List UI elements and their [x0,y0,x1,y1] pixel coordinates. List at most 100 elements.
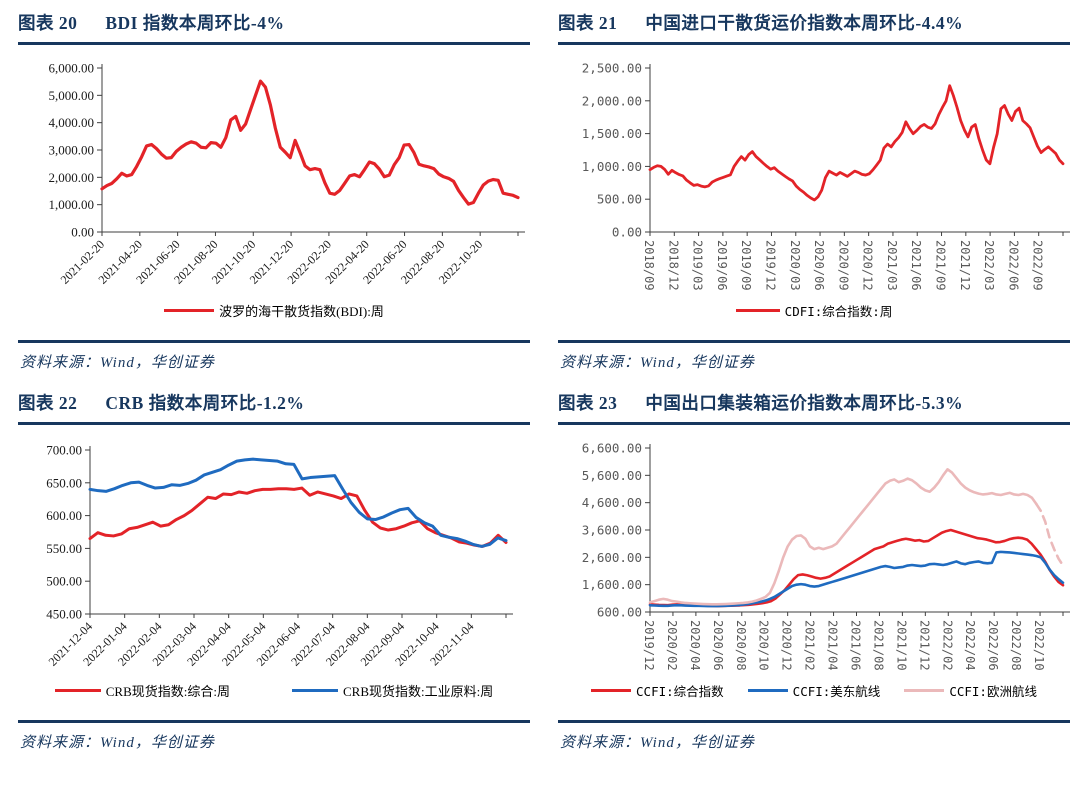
svg-text:2021/09: 2021/09 [934,240,948,291]
legend-label: CRB现货指数:综合:周 [105,683,230,699]
svg-text:2,000.00: 2,000.00 [582,93,642,108]
legend-line-swatch [904,688,945,692]
title-divider [18,422,530,425]
title-divider [558,422,1070,425]
svg-text:2022/09: 2022/09 [1031,240,1045,291]
legend-item: CRB现货指数:综合:周 [54,681,230,700]
svg-text:2022/03: 2022/03 [982,240,996,291]
bottom-divider [558,720,1070,723]
legend-label: CCFI:欧洲航线 [949,683,1037,699]
svg-text:0.00: 0.00 [612,225,642,240]
svg-text:2020/06: 2020/06 [711,620,725,671]
svg-text:3,000.00: 3,000.00 [49,143,95,158]
svg-text:2021/03: 2021/03 [885,240,899,291]
figure-title-text: 中国进口干散货运价指数本周环比-4.4% [645,13,964,33]
svg-text:2021/06: 2021/06 [849,620,863,671]
figure-label: 图表 22 [18,393,78,413]
svg-text:2020/09: 2020/09 [836,240,850,291]
svg-text:2020/04: 2020/04 [688,620,702,671]
svg-text:5,000.00: 5,000.00 [49,88,95,103]
svg-text:1,000.00: 1,000.00 [582,159,642,174]
svg-text:600.00: 600.00 [597,605,642,620]
svg-text:2019/03: 2019/03 [691,240,705,291]
svg-text:2018/09: 2018/09 [642,240,656,291]
svg-text:1,500.00: 1,500.00 [582,126,642,141]
ccfi-line-chart: 6,600.00 5,600.00 4,600.00 3,600.00 2,600.00… [582,441,1070,671]
figure-title: 图表 22 CRB 指数本周环比-1.2% [18,390,530,415]
svg-text:500.00: 500.00 [597,192,642,207]
svg-text:2020/03: 2020/03 [788,240,802,291]
svg-text:1,000.00: 1,000.00 [49,197,95,212]
svg-text:2018/12: 2018/12 [666,240,680,291]
svg-text:700.00: 700.00 [46,443,82,458]
cdfi-chart-legend: CDFI:综合指数:周 [558,300,1070,320]
svg-text:2022/06: 2022/06 [986,620,1000,671]
figure-panel-ccfi: 图表 23 中国出口集装箱运价指数本周环比-5.3% 6,600.00 5,600… [558,384,1070,752]
crb-line-chart: 700.00650.00600.00550.00500.00450.002021… [46,443,513,669]
source-note: 资料来源：Wind，华创证券 [560,735,755,751]
figure-title-text: 中国出口集装箱运价指数本周环比-5.3% [645,393,964,413]
legend-line-swatch [54,688,101,692]
svg-text:5,600.00: 5,600.00 [582,468,642,483]
svg-text:3,600.00: 3,600.00 [582,523,642,538]
legend-line-swatch [591,688,632,692]
legend-item: CDFI:综合指数:周 [735,301,893,320]
legend-item: CCFI:美东航线 [747,681,881,700]
bdi-line-chart: 6,000.00 5,000.00 4,000.00 3,000.00 2,000.00… [49,61,525,287]
figure-title-text: BDI 指数本周环比-4% [105,13,285,33]
legend-line-swatch [735,308,780,312]
bottom-divider [18,340,530,343]
legend-line-swatch [164,308,215,312]
legend-label: CCFI:综合指数 [636,683,724,699]
source-note: 资料来源：Wind，华创证券 [560,355,755,371]
svg-text:650.00: 650.00 [46,475,82,490]
svg-text:6,000.00: 6,000.00 [49,61,95,76]
svg-text:600.00: 600.00 [46,508,82,523]
svg-text:4,600.00: 4,600.00 [582,495,642,510]
svg-text:2021/06: 2021/06 [909,240,923,291]
crb-chart-legend: CRB现货指数:综合:周 CRB现货指数:工业原料:周 [18,680,530,700]
svg-text:4,000.00: 4,000.00 [49,115,95,130]
svg-text:2,500.00: 2,500.00 [582,61,642,76]
svg-text:2022/06: 2022/06 [1006,240,1020,291]
title-divider [18,42,530,45]
svg-text:0.00: 0.00 [71,225,94,240]
figure-label: 图表 23 [558,393,618,413]
svg-text:2021/04: 2021/04 [826,620,840,671]
svg-text:2020/08: 2020/08 [734,620,748,671]
legend-item: 波罗的海干散货指数(BDI):周 [164,301,384,320]
svg-text:2020/12: 2020/12 [861,240,875,291]
svg-text:500.00: 500.00 [46,574,82,589]
svg-text:2020/10: 2020/10 [757,620,771,671]
legend-line-swatch [292,688,338,692]
legend-item: CCFI:综合指数 [591,681,724,700]
svg-text:2021/02: 2021/02 [803,620,817,671]
svg-text:2,600.00: 2,600.00 [582,550,642,565]
figure-label: 图表 20 [18,13,78,33]
svg-text:2022/10: 2022/10 [1032,620,1046,671]
figure-panel-cdfi: 图表 21 中国进口干散货运价指数本周环比-4.4% 2,500.00 2,000… [558,4,1070,372]
figure-label: 图表 21 [558,13,618,33]
svg-text:2022/04: 2022/04 [963,620,977,671]
legend-label: CCFI:美东航线 [792,683,881,699]
legend-item: CRB现货指数:工业原料:周 [292,681,493,700]
svg-text:2021/12: 2021/12 [958,240,972,291]
ccfi-chart-legend: CCFI:综合指数 CCFI:美东航线 CCFI:欧洲航线 [558,680,1070,700]
title-divider [558,42,1070,45]
svg-text:2019/12: 2019/12 [642,620,656,671]
legend-label: CDFI:综合指数:周 [784,303,893,319]
figure-panel-crb: 图表 22 CRB 指数本周环比-1.2% 700.00 650.00 600.00… [18,384,530,752]
legend-item: CCFI:欧洲航线 [904,681,1037,700]
legend-label: CRB现货指数:工业原料:周 [343,683,494,699]
bdi-chart-legend: 波罗的海干散货指数(BDI):周 [18,300,530,320]
svg-text:2019/12: 2019/12 [763,240,777,291]
report-figures-grid: 图表 20 BDI 指数本周环比-4% 6,000.00 5,000.00 4,00… [18,4,1070,752]
svg-text:2019/09: 2019/09 [739,240,753,291]
svg-text:2020/02: 2020/02 [665,620,679,671]
svg-text:2019/06: 2019/06 [715,240,729,291]
legend-line-swatch [747,688,788,692]
figure-panel-bdi: 图表 20 BDI 指数本周环比-4% 6,000.00 5,000.00 4,00… [18,4,530,372]
svg-text:2020/06: 2020/06 [812,240,826,291]
bottom-divider [558,340,1070,343]
svg-text:550.00: 550.00 [46,541,82,556]
